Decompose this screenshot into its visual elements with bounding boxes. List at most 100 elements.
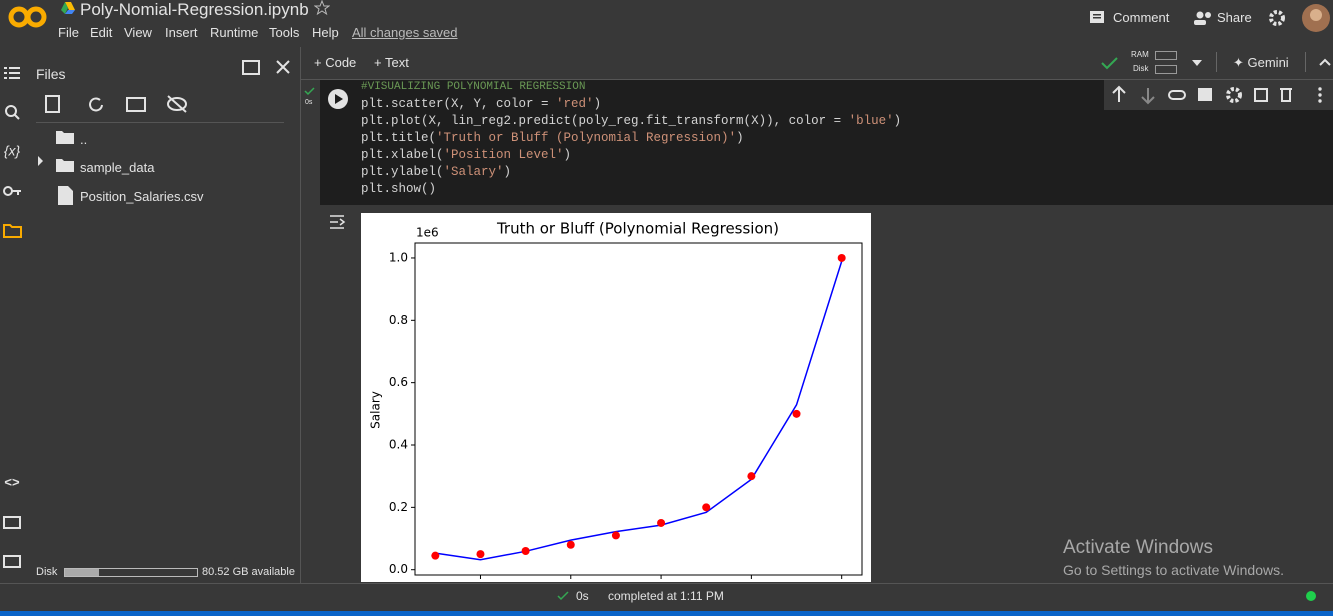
delete-button[interactable] [1280, 88, 1292, 102]
comment-button[interactable]: Comment [1113, 10, 1170, 25]
y-tick-label: 0.8 [389, 313, 408, 327]
menu-item[interactable]: Tools [269, 25, 300, 40]
status-bar [0, 583, 1333, 612]
code-token: ) [563, 148, 572, 162]
mount-drive-button[interactable] [126, 97, 146, 112]
star-icon[interactable] [314, 0, 330, 16]
file-entry[interactable]: .. [80, 132, 88, 147]
more-button[interactable] [1318, 87, 1322, 103]
drive-icon [61, 2, 75, 14]
y-tick-label: 1.0 [389, 250, 408, 264]
icon-rail: {x} <> [3, 67, 22, 568]
data-point [837, 253, 846, 262]
fit-line [435, 261, 843, 561]
code-token: ) [593, 97, 602, 111]
code-token: 'Salary' [443, 165, 504, 179]
variables-icon[interactable]: {x} [4, 143, 21, 159]
output-menu-icon[interactable] [328, 213, 348, 231]
runtime-dropdown[interactable] [1190, 58, 1204, 68]
data-point [657, 518, 666, 527]
share-button[interactable]: Share [1217, 10, 1252, 25]
code-token: ) [503, 165, 512, 179]
detach-button[interactable] [242, 60, 260, 75]
save-status[interactable]: All changes saved [352, 25, 458, 40]
add-code-button[interactable]: + Code [314, 55, 357, 70]
code-token: 'Truth or Bluff (Polynomial Regression)' [436, 131, 737, 145]
status-check [557, 591, 569, 601]
secrets-icon[interactable] [3, 186, 21, 196]
notebook-title[interactable]: Poly-Nomial-Regression.ipynb [80, 0, 309, 19]
expand-arrow[interactable] [38, 156, 43, 166]
data-point [476, 550, 485, 559]
ram-bar [1155, 51, 1177, 60]
logo-c [8, 6, 30, 28]
data-point [611, 531, 620, 540]
y-tick-label: 0.6 [389, 375, 408, 389]
link-button[interactable] [1168, 90, 1186, 100]
toc-icon[interactable] [4, 67, 20, 79]
chart-title: Truth or Bluff (Polynomial Regression) [496, 220, 779, 238]
comment-cell-button[interactable] [1198, 88, 1212, 101]
avatar[interactable] [1301, 3, 1331, 33]
terminal-icon[interactable] [3, 555, 21, 568]
file-entry[interactable]: Position_Salaries.csv [80, 189, 204, 204]
code-line: plt.xlabel('Position Level') [361, 147, 901, 164]
code-token: 'Position Level' [443, 148, 564, 162]
cell-run-time: 0s [305, 99, 313, 106]
move-up-button[interactable] [1112, 85, 1126, 102]
code-line: plt.ylabel('Salary') [361, 164, 901, 181]
code-token: plt.ylabel( [361, 165, 444, 179]
disk-label: Disk [1133, 64, 1149, 73]
data-point [747, 472, 756, 481]
plot-frame [414, 242, 863, 576]
comment-icon [1090, 11, 1104, 23]
data-point [521, 546, 530, 555]
cell-toolbar [1104, 80, 1333, 110]
mirror-button[interactable] [1254, 88, 1268, 102]
settings-icon[interactable] [1268, 9, 1286, 27]
y-offset-label: 1e6 [416, 226, 439, 240]
disk-available: 80.52 GB available [202, 566, 295, 578]
notebook-toolbar [301, 47, 1333, 80]
code-editor[interactable]: #VISUALIZING POLYNOMIAL REGRESSION plt.sc… [361, 78, 901, 198]
code-token: 'red' [556, 97, 594, 111]
refresh-button[interactable] [89, 97, 103, 112]
menu-item[interactable]: View [124, 25, 152, 40]
share-icon [1194, 11, 1211, 25]
close-button[interactable] [276, 60, 290, 74]
y-tick-label: 0.2 [389, 500, 408, 514]
code-snippets-icon[interactable]: <> [4, 474, 20, 489]
divider [1305, 52, 1306, 72]
data-point [431, 551, 440, 560]
status-message[interactable]: completed at 1:11 PM [608, 589, 724, 603]
files-icon[interactable] [3, 224, 22, 238]
command-palette-icon[interactable] [3, 516, 21, 529]
search-icon[interactable] [5, 105, 20, 120]
menu-item[interactable]: Insert [165, 25, 198, 40]
menu-item[interactable]: File [58, 25, 79, 40]
disk-bar [1155, 65, 1177, 74]
disk-label: Disk [36, 566, 58, 578]
menu-item[interactable]: Edit [90, 25, 113, 40]
upload-button[interactable] [45, 95, 60, 113]
logo-o [25, 6, 47, 28]
files-actions [45, 95, 187, 113]
code-line: #VISUALIZING POLYNOMIAL REGRESSION [361, 78, 901, 96]
menu-item[interactable]: Runtime [210, 25, 259, 40]
add-text-button[interactable]: + Text [374, 55, 409, 70]
file-entry[interactable]: sample_data [80, 160, 155, 175]
y-tick-label: 0.0 [389, 562, 408, 576]
hide-files-button[interactable] [167, 95, 187, 113]
code-token: plt.scatter(X, Y, color = [361, 97, 557, 111]
run-button[interactable] [327, 88, 349, 110]
menu-item[interactable]: Help [312, 25, 339, 40]
colab-logo[interactable] [8, 5, 48, 29]
sidebar-window-controls [242, 60, 290, 75]
divider [36, 122, 284, 123]
y-axis-label: Salary [369, 391, 383, 429]
collapse-button[interactable] [1318, 56, 1332, 68]
move-down-button[interactable] [1141, 88, 1155, 105]
cell-settings-button[interactable] [1226, 87, 1242, 103]
gemini-button[interactable]: ✦ Gemini [1233, 55, 1289, 70]
